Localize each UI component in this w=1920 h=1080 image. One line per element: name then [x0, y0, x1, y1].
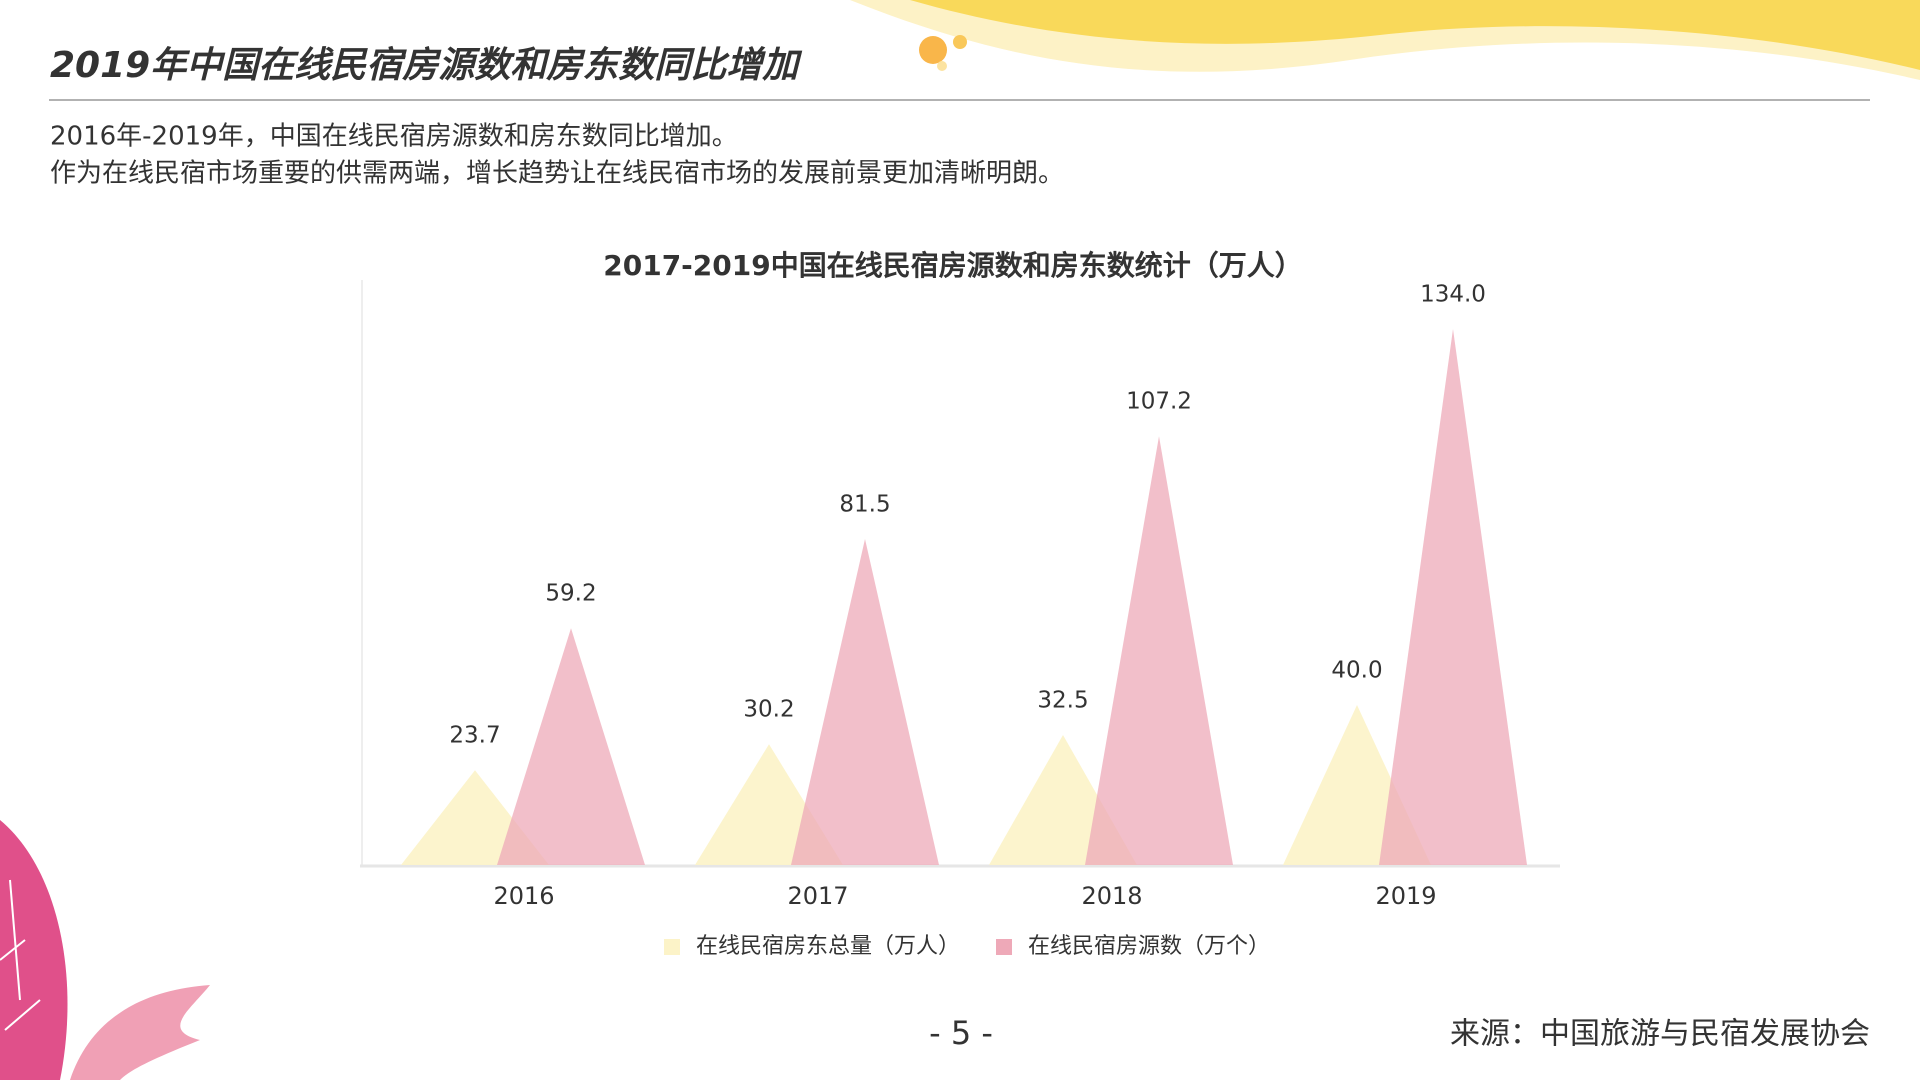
page-title: 2019年中国在线民宿房源数和房东数同比增加	[50, 45, 803, 86]
value-label: 134.0	[1420, 282, 1486, 308]
intro-line: 2016年-2019年，中国在线民宿房源数和房东数同比增加。	[50, 122, 738, 152]
x-tick-label: 2017	[787, 882, 848, 910]
dot	[919, 36, 947, 64]
legend-label: 在线民宿房东总量（万人）	[696, 934, 960, 959]
dot	[953, 35, 967, 49]
wave	[910, 0, 1920, 70]
source: 来源：中国旅游与民宿发展协会	[1450, 1017, 1870, 1052]
triangle-bar	[1085, 436, 1233, 865]
chart-title: 2017-2019中国在线民宿房源数和房东数统计（万人）	[603, 249, 1302, 282]
x-tick-label: 2018	[1081, 882, 1142, 910]
value-label: 23.7	[449, 723, 500, 749]
triangle-bar	[1379, 329, 1527, 865]
value-label: 81.5	[839, 492, 890, 518]
value-label: 107.2	[1126, 389, 1192, 415]
legend-swatch	[996, 939, 1012, 955]
triangle-bar	[791, 539, 939, 865]
x-tick-label: 2016	[493, 882, 554, 910]
value-label: 32.5	[1037, 688, 1088, 714]
triangle-bar	[497, 628, 645, 865]
x-tick-label: 2019	[1375, 882, 1436, 910]
page-number: - 5 -	[929, 1014, 993, 1052]
intro-line: 作为在线民宿市场重要的供需两端，增长趋势让在线民宿市场的发展前景更加清晰明朗。	[50, 159, 1064, 189]
leaf	[0, 820, 68, 1080]
legend-swatch	[664, 939, 680, 955]
leaf	[70, 985, 210, 1080]
value-label: 40.0	[1331, 658, 1382, 684]
legend-label: 在线民宿房源数（万个）	[1028, 934, 1270, 959]
value-label: 30.2	[743, 697, 794, 723]
value-label: 59.2	[545, 581, 596, 607]
dot	[937, 61, 947, 71]
leaf-vein	[0, 879, 41, 1031]
